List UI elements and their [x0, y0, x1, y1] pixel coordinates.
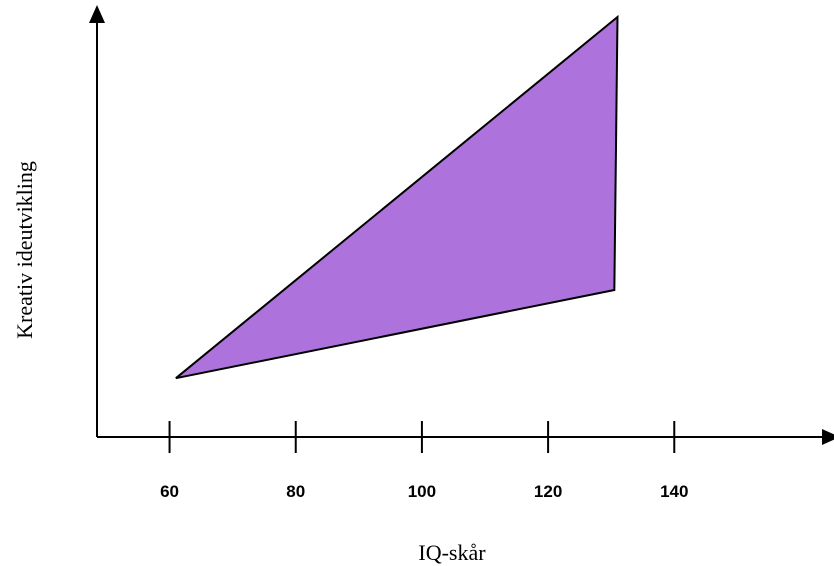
x-tick-label: 80	[286, 482, 305, 501]
x-tick-label: 140	[660, 482, 688, 501]
plot-area	[175, 14, 619, 380]
area-polygon	[175, 14, 619, 380]
x-ticks: 60 80 100 120 140	[160, 421, 688, 501]
x-tick-label: 100	[408, 482, 436, 501]
x-axis-title: IQ-skår	[418, 540, 486, 565]
x-tick-label: 60	[160, 482, 179, 501]
x-tick-label: 120	[534, 482, 562, 501]
y-axis-title: Kreativ ideutvikling	[12, 161, 37, 339]
